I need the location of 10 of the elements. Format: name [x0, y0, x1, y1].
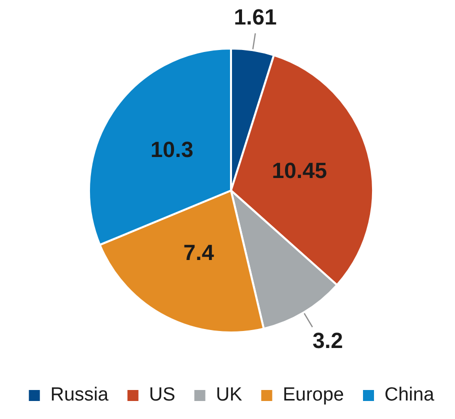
legend-label: US: [148, 384, 176, 406]
legend-label: UK: [216, 384, 243, 406]
data-label: 10.3: [150, 137, 194, 162]
data-label: 10.45: [272, 158, 327, 183]
data-label: 3.2: [312, 328, 344, 354]
legend-label: Russia: [50, 384, 109, 406]
data-label: 7.4: [183, 240, 215, 265]
data-label: 1.61: [234, 4, 277, 30]
legend-label: Europe: [282, 384, 344, 406]
legend-label: China: [384, 384, 435, 406]
